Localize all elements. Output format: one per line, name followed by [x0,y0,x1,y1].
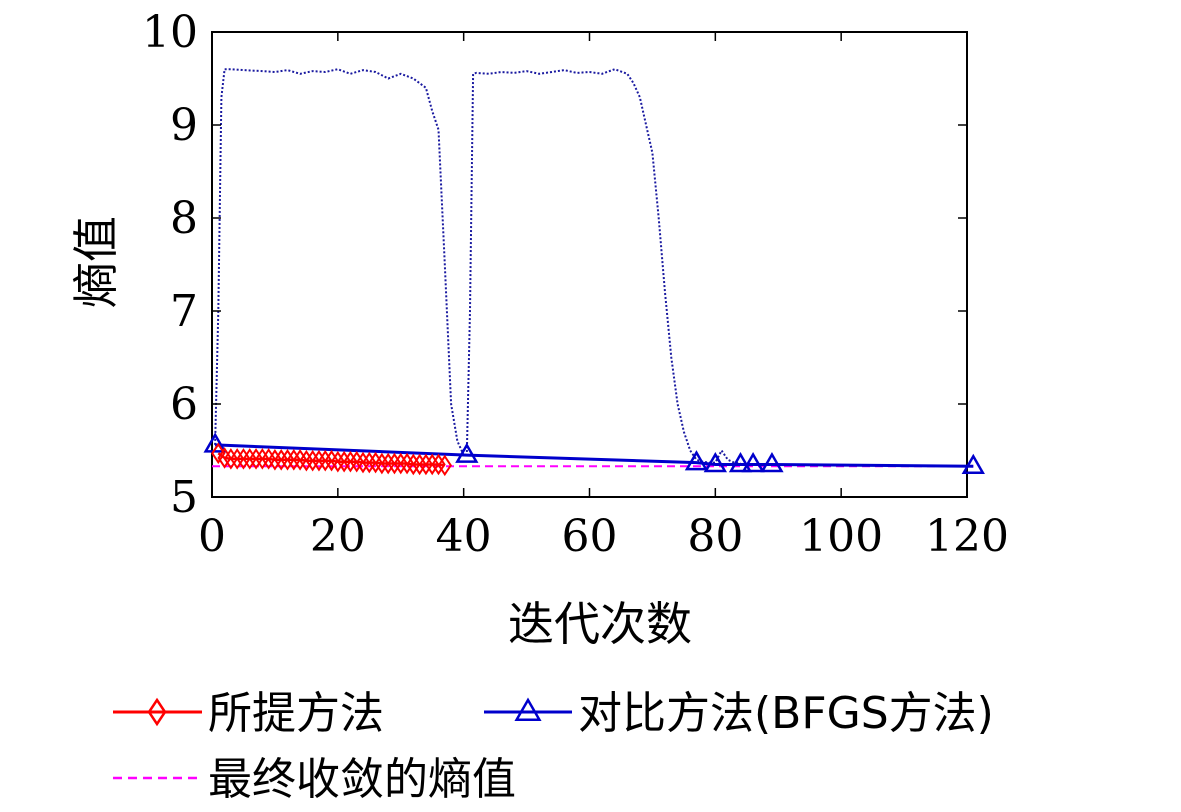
proposed-point [355,451,371,474]
proposed-point [374,452,390,475]
proposed-point [330,450,346,473]
proposed-point [236,448,251,470]
proposed-point [305,449,320,472]
x-tick-label: 80 [687,511,743,562]
bfgs-search-trace [214,68,741,465]
proposed-point [229,448,245,470]
y-tick-label: 8 [170,193,198,244]
proposed-point [343,450,358,473]
legend-bfgs-marker [514,697,542,722]
proposed-point [223,448,239,470]
legend: 所提方法 对比方法(BFGS方法) 最终收敛的熵值 [113,688,994,805]
x-tick-label: 60 [562,511,618,562]
bfgs-point [760,451,784,473]
proposed-point [437,454,452,477]
proposed-point [299,449,314,472]
plot-layer [203,31,985,498]
x-tick-label: 40 [436,511,492,562]
legend-proposed-label: 所提方法 [208,688,384,739]
x-axis-label: 迭代次数 [508,597,692,651]
proposed-point [248,448,264,470]
proposed-point [393,452,408,475]
y-tick-label: 9 [170,100,198,151]
y-tick-label: 6 [170,379,198,430]
plot-frame [211,31,968,498]
proposed-point [242,448,257,470]
x-tick-label: 120 [925,511,1009,562]
proposed-point [267,448,283,471]
bfgs-point [203,432,227,453]
proposed-point [336,450,352,473]
proposed-point [318,449,333,472]
bfgs-line [215,443,974,468]
legend-final-label: 最终收敛的熵值 [208,754,516,805]
x-tick-label: 100 [799,511,883,562]
proposed-point [311,449,327,472]
bfgs-point [684,450,709,471]
proposed-point [387,452,402,475]
y-tick-label: 5 [170,472,198,523]
proposed-point [380,452,396,475]
bfgs-point [961,453,985,475]
y-tick-label: 10 [142,7,198,58]
y-tick-label: 7 [170,286,198,337]
proposed-point [406,453,421,476]
bfgs-point [728,451,753,473]
x-tick-label: 0 [198,511,226,562]
legend-bfgs-label: 对比方法(BFGS方法) [578,688,994,739]
y-axis-label: 熵值 [69,216,123,308]
proposed-point [280,448,295,471]
proposed-point [412,453,427,476]
legend-proposed-marker [147,697,167,727]
bfgs-point [703,451,727,473]
ticks-layer: 0 20 40 60 80 100 120 5 6 7 8 9 10 [142,7,1009,562]
proposed-point [255,448,270,470]
proposed-point [211,442,226,465]
proposed-point [425,453,440,476]
x-tick-label: 20 [310,511,366,562]
bfgs-point [741,451,765,473]
proposed-point [418,453,434,476]
proposed-point [362,451,377,474]
proposed-point [286,448,301,471]
bfgs-point [455,442,479,463]
proposed-point [274,448,289,471]
